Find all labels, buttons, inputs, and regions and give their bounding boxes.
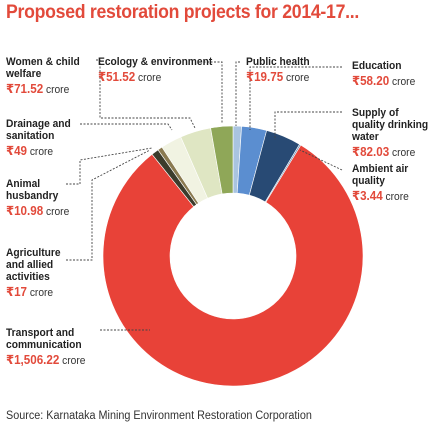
leader-line — [249, 66, 342, 130]
leader-line — [96, 59, 196, 129]
leader-line — [274, 111, 342, 140]
label-animal-husbandry: Animal husbandry ₹10.98 crore — [6, 178, 70, 218]
label-name: Drainage and sanitation — [6, 118, 71, 142]
donut-slices — [102, 125, 364, 387]
label-value: ₹17 — [6, 285, 28, 299]
leader-line — [299, 149, 343, 171]
label-name: Agriculture and allied activities — [6, 247, 61, 283]
label-value: ₹10.98 — [6, 204, 44, 218]
slice-transport-and-communication — [102, 144, 364, 387]
label-drainage-sanitation: Drainage and sanitation ₹49 crore — [6, 118, 71, 158]
label-value: ₹51.52 — [98, 70, 136, 84]
leader-line — [200, 61, 223, 124]
source-note: Source: Karnataka Mining Environment Res… — [6, 410, 312, 422]
label-name: Ambient air quality — [352, 163, 409, 187]
label-education: Education ₹58.20 crore — [352, 60, 416, 88]
leader-lines — [66, 59, 343, 331]
leader-line — [80, 123, 173, 131]
label-women-child-welfare: Women & child welfare ₹71.52 crore — [6, 56, 80, 96]
donut-hole — [170, 193, 296, 319]
label-name: Public health — [246, 56, 310, 68]
label-name: Transport and communication — [6, 327, 82, 351]
slice-ecology-environment — [210, 125, 234, 195]
chart-title: Proposed restoration projects for 2014-1… — [6, 2, 360, 23]
label-public-health: Public health ₹19.75 crore — [246, 56, 310, 84]
leader-line — [235, 61, 240, 126]
label-ambient-air: Ambient air quality ₹3.44 crore — [352, 163, 409, 203]
label-value: ₹71.52 — [6, 82, 44, 96]
label-value: ₹1,506.22 — [6, 353, 60, 367]
label-name: Education — [352, 60, 402, 72]
label-value: ₹3.44 — [352, 189, 383, 203]
label-name: Ecology & environment — [98, 56, 213, 68]
label-value: ₹58.20 — [352, 74, 390, 88]
label-ecology: Ecology & environment ₹51.52 crore — [98, 56, 213, 84]
label-value: ₹19.75 — [246, 70, 284, 84]
leader-line — [66, 147, 153, 185]
label-value: ₹49 — [6, 144, 28, 158]
label-drinking-water: Supply of quality drinking water ₹82.03 c… — [352, 107, 429, 159]
label-name: Supply of quality drinking water — [352, 107, 429, 143]
label-value: ₹82.03 — [352, 145, 390, 159]
label-transport: Transport and communication ₹1,506.22 cro… — [6, 327, 86, 367]
label-name: Women & child welfare — [6, 56, 80, 80]
label-name: Animal husbandry — [6, 178, 59, 202]
label-agriculture: Agriculture and allied activities ₹17 cro… — [6, 247, 61, 299]
